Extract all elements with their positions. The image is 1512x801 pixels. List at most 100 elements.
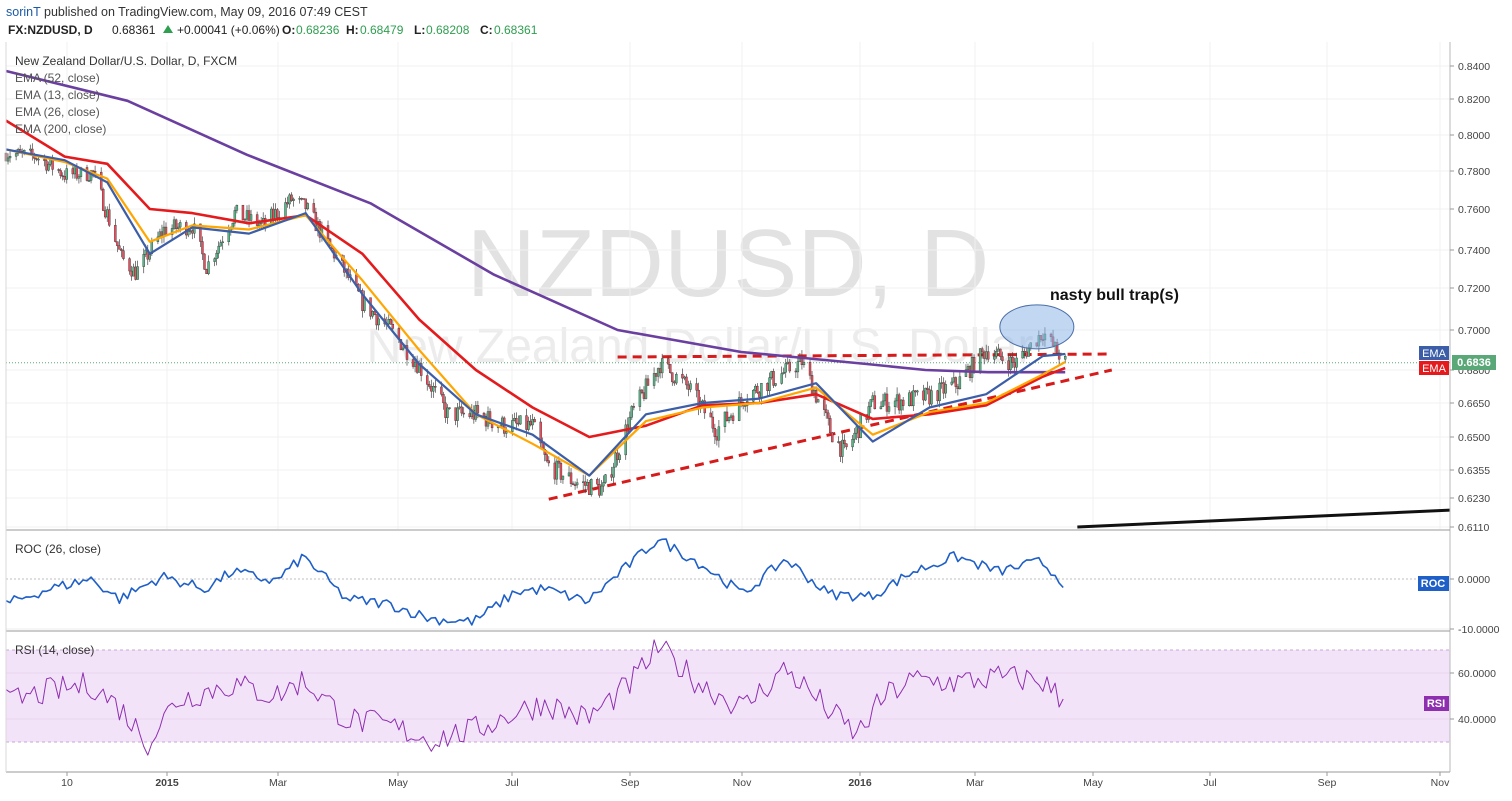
candle-71 xyxy=(203,253,206,270)
candle-56 xyxy=(160,231,164,237)
legend-ema-52: EMA (52, close) xyxy=(15,71,100,85)
candle-294 xyxy=(837,441,840,443)
close-value: 0.68361 xyxy=(494,23,538,37)
candle-73 xyxy=(207,261,210,274)
price-tag-bg xyxy=(1452,355,1496,370)
candle-49 xyxy=(142,254,145,267)
candle-340 xyxy=(966,366,970,370)
time-axis[interactable]: 10 2015 Mar May Jul Sep Nov 2016 Mar May Jul Sep Nov xyxy=(61,772,1450,789)
candle-189 xyxy=(539,421,542,444)
candle-182 xyxy=(517,422,520,425)
time-tick-label: Sep xyxy=(1318,777,1337,789)
candle-258 xyxy=(731,415,735,421)
candle-223 xyxy=(632,406,636,408)
candle-339 xyxy=(964,369,968,377)
candle-337 xyxy=(956,386,960,390)
candle-306 xyxy=(869,399,872,407)
candle-212 xyxy=(602,482,605,487)
candle-95 xyxy=(272,208,275,219)
candle-199 xyxy=(567,472,571,477)
candle-328 xyxy=(930,390,933,405)
candle-108 xyxy=(306,203,309,210)
candle-345 xyxy=(980,348,984,353)
candle-128 xyxy=(363,297,366,311)
candle-325 xyxy=(924,387,927,401)
candle-250 xyxy=(711,416,715,429)
candle-57 xyxy=(162,226,166,237)
candle-256 xyxy=(727,417,731,422)
candle-240 xyxy=(683,376,686,379)
candle-244 xyxy=(695,383,698,391)
candle-255 xyxy=(725,411,729,422)
candle-69 xyxy=(199,223,202,242)
candle-43 xyxy=(122,250,125,259)
candle-96 xyxy=(274,209,277,219)
candle-13 xyxy=(37,158,40,161)
rsi-tag-bg xyxy=(1424,696,1449,711)
candle-124 xyxy=(355,274,358,285)
candle-298 xyxy=(845,443,848,448)
time-tick-label: Jul xyxy=(505,777,518,789)
candle-335 xyxy=(952,377,956,383)
candle-168 xyxy=(476,405,480,414)
time-tick-label: May xyxy=(1083,777,1104,789)
candle-211 xyxy=(600,485,603,496)
candle-107 xyxy=(304,198,307,210)
rsi-band xyxy=(6,649,1450,743)
candle-78 xyxy=(221,241,224,244)
main-pane: NZDUSD, D New Zealand Dollar/U.S. Dollar… xyxy=(4,42,1451,529)
candle-26 xyxy=(75,166,79,179)
candle-198 xyxy=(561,475,565,480)
candle-67 xyxy=(191,230,194,234)
candle-88 xyxy=(249,214,253,221)
bull-trap-annotation: nasty bull trap(s) xyxy=(1050,287,1179,304)
price-tick-label: 0.6500 xyxy=(1458,432,1490,444)
candle-37 xyxy=(106,209,109,218)
candle-44 xyxy=(128,258,131,272)
candle-140 xyxy=(399,339,403,350)
candle-217 xyxy=(616,452,619,460)
candle-196 xyxy=(557,460,561,464)
candle-39 xyxy=(114,225,117,242)
roc-tick-label: -10.0000 xyxy=(1458,624,1500,636)
candle-271 xyxy=(770,371,773,378)
ema-200-line xyxy=(5,69,1066,374)
candle-215 xyxy=(612,466,615,478)
candle-137 xyxy=(389,319,392,325)
candle-326 xyxy=(926,387,929,390)
candle-360 xyxy=(1023,351,1026,353)
candle-216 xyxy=(614,452,617,468)
candle-268 xyxy=(760,383,763,398)
candle-344 xyxy=(978,348,982,373)
author-link[interactable]: sorinT xyxy=(6,5,41,19)
candle-158 xyxy=(448,407,451,409)
candle-299 xyxy=(851,438,854,448)
candle-45 xyxy=(130,270,133,277)
candle-75 xyxy=(215,252,218,259)
candle-359 xyxy=(1021,351,1024,359)
candle-307 xyxy=(871,395,875,400)
candle-144 xyxy=(411,359,415,367)
candle-164 xyxy=(468,413,471,417)
support-trendline xyxy=(548,368,1113,501)
candle-86 xyxy=(245,210,249,220)
candle-343 xyxy=(972,357,976,373)
price-axis[interactable]: 0.8400 0.8200 0.8000 0.7800 0.7600 0.7400 0.72… xyxy=(1450,61,1500,726)
open-value: 0.68236 xyxy=(296,23,340,37)
candle-103 xyxy=(292,198,295,201)
candle-350 xyxy=(995,351,998,357)
candle-315 xyxy=(895,394,899,402)
candle-101 xyxy=(288,194,291,205)
candle-319 xyxy=(908,392,911,406)
candle-237 xyxy=(673,381,676,384)
candle-188 xyxy=(533,419,536,423)
candle-156 xyxy=(444,402,447,418)
candle-169 xyxy=(482,412,486,417)
price-tick-label: 0.6355 xyxy=(1458,465,1490,477)
candle-247 xyxy=(701,400,704,402)
candle-148 xyxy=(419,363,423,376)
candle-355 xyxy=(1009,356,1012,370)
rsi-pane: RSI (14, close) xyxy=(5,639,1450,756)
candle-267 xyxy=(758,392,761,398)
